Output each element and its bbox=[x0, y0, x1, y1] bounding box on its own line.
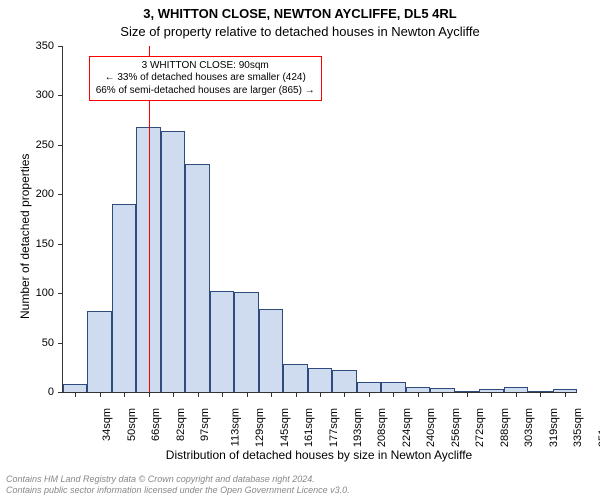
annotation-line: ← 33% of detached houses are smaller (42… bbox=[96, 72, 315, 85]
x-tick-label: 113sqm bbox=[229, 408, 241, 446]
y-tick-mark bbox=[58, 392, 63, 393]
bar bbox=[234, 292, 258, 392]
annotation-box: 3 WHITTON CLOSE: 90sqm← 33% of detached … bbox=[89, 56, 322, 102]
x-tick-mark bbox=[491, 392, 492, 397]
x-tick-mark bbox=[565, 392, 566, 397]
x-tick-mark bbox=[540, 392, 541, 397]
bar bbox=[63, 384, 87, 392]
x-tick-mark bbox=[344, 392, 345, 397]
footer-line-2: Contains public sector information licen… bbox=[6, 485, 350, 496]
x-axis-label: Distribution of detached houses by size … bbox=[62, 448, 576, 462]
x-tick-label: 145sqm bbox=[279, 408, 291, 447]
x-tick-mark bbox=[369, 392, 370, 397]
x-tick-mark bbox=[75, 392, 76, 397]
bar bbox=[259, 309, 283, 392]
title-line-2: Size of property relative to detached ho… bbox=[0, 24, 600, 39]
x-tick-mark bbox=[320, 392, 321, 397]
y-tick-mark bbox=[58, 293, 63, 294]
x-tick-label: 303sqm bbox=[523, 408, 535, 447]
x-tick-mark bbox=[516, 392, 517, 397]
x-tick-mark bbox=[149, 392, 150, 397]
x-tick-mark bbox=[124, 392, 125, 397]
x-tick-mark bbox=[100, 392, 101, 397]
x-tick-mark bbox=[173, 392, 174, 397]
y-tick-label: 300 bbox=[26, 89, 54, 101]
bar bbox=[112, 204, 136, 392]
x-tick-mark bbox=[393, 392, 394, 397]
annotation-line: 3 WHITTON CLOSE: 90sqm bbox=[96, 60, 315, 73]
x-tick-mark bbox=[296, 392, 297, 397]
y-tick-mark bbox=[58, 244, 63, 245]
bar bbox=[308, 368, 332, 392]
y-tick-mark bbox=[58, 145, 63, 146]
x-tick-label: 240sqm bbox=[426, 408, 438, 447]
x-tick-label: 129sqm bbox=[254, 408, 266, 447]
y-tick-label: 150 bbox=[26, 238, 54, 250]
annotation-line: 66% of semi-detached houses are larger (… bbox=[96, 85, 315, 98]
plot-area: 3 WHITTON CLOSE: 90sqm← 33% of detached … bbox=[62, 46, 577, 393]
bar bbox=[185, 164, 209, 392]
x-tick-mark bbox=[247, 392, 248, 397]
x-tick-mark bbox=[442, 392, 443, 397]
x-tick-mark bbox=[467, 392, 468, 397]
x-tick-label: 208sqm bbox=[377, 408, 389, 447]
x-tick-label: 335sqm bbox=[572, 408, 584, 447]
y-tick-mark bbox=[58, 343, 63, 344]
x-tick-mark bbox=[222, 392, 223, 397]
x-tick-label: 177sqm bbox=[328, 408, 340, 447]
x-tick-mark bbox=[271, 392, 272, 397]
footer-attribution: Contains HM Land Registry data © Crown c… bbox=[6, 474, 350, 496]
bar bbox=[210, 291, 234, 392]
y-tick-label: 350 bbox=[26, 40, 54, 52]
x-tick-label: 288sqm bbox=[499, 408, 511, 447]
y-tick-label: 200 bbox=[26, 188, 54, 200]
x-tick-mark bbox=[418, 392, 419, 397]
footer-line-1: Contains HM Land Registry data © Crown c… bbox=[6, 474, 350, 485]
y-tick-mark bbox=[58, 194, 63, 195]
x-tick-label: 224sqm bbox=[401, 408, 413, 447]
y-tick-label: 50 bbox=[26, 337, 54, 349]
title-line-1: 3, WHITTON CLOSE, NEWTON AYCLIFFE, DL5 4… bbox=[0, 6, 600, 21]
bar bbox=[87, 311, 111, 392]
y-tick-label: 100 bbox=[26, 287, 54, 299]
x-tick-label: 256sqm bbox=[450, 408, 462, 447]
y-tick-label: 0 bbox=[26, 386, 54, 398]
chart-container: 3, WHITTON CLOSE, NEWTON AYCLIFFE, DL5 4… bbox=[0, 0, 600, 500]
x-tick-label: 272sqm bbox=[475, 408, 487, 447]
x-tick-label: 97sqm bbox=[199, 408, 211, 441]
bar bbox=[283, 364, 307, 392]
bar bbox=[357, 382, 381, 392]
x-tick-label: 193sqm bbox=[352, 408, 364, 447]
x-tick-label: 50sqm bbox=[126, 408, 138, 441]
y-tick-label: 250 bbox=[26, 139, 54, 151]
y-tick-mark bbox=[58, 95, 63, 96]
x-tick-label: 161sqm bbox=[303, 408, 315, 447]
bar bbox=[332, 370, 356, 392]
y-tick-mark bbox=[58, 46, 63, 47]
x-tick-label: 34sqm bbox=[101, 408, 113, 441]
x-tick-label: 319sqm bbox=[548, 408, 560, 447]
bar bbox=[161, 131, 185, 392]
x-tick-mark bbox=[198, 392, 199, 397]
bar bbox=[381, 382, 405, 392]
x-tick-label: 66sqm bbox=[150, 408, 162, 441]
x-tick-label: 82sqm bbox=[175, 408, 187, 441]
